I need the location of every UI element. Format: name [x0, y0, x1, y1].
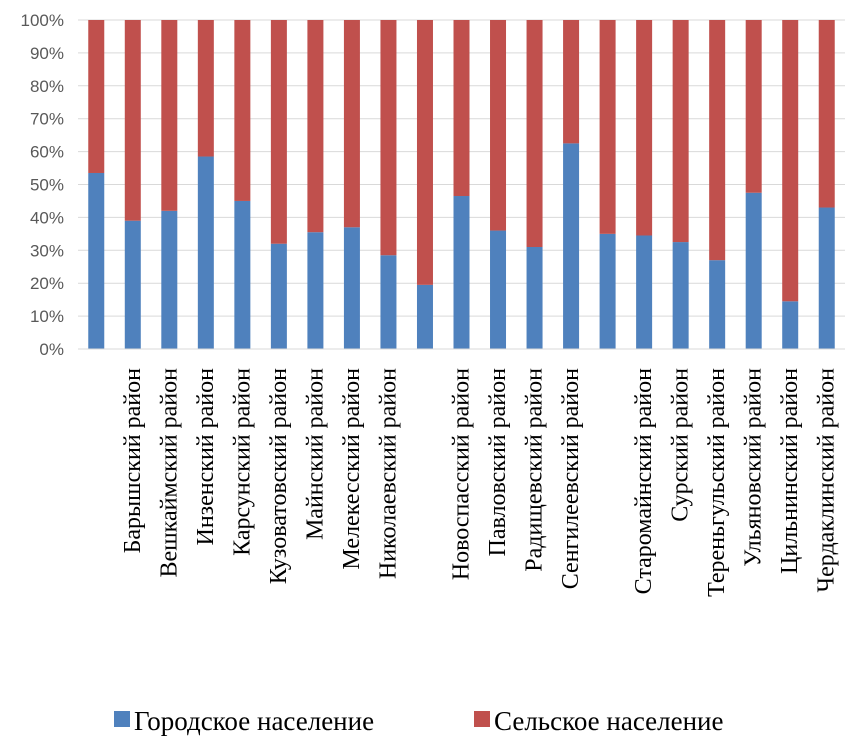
bar-rural-segment [563, 20, 580, 144]
bar-urban-segment [380, 255, 397, 349]
y-tick-label: 100% [21, 11, 64, 30]
bar-urban-segment [782, 301, 799, 349]
y-tick-label: 60% [30, 143, 64, 162]
bar-rural-segment [88, 20, 105, 173]
bar-urban-segment [161, 210, 178, 349]
x-tick-label: Павловский район [485, 368, 511, 557]
x-tick-label: Карсунский район [229, 368, 255, 556]
legend-label-urban: Городское население [134, 706, 374, 736]
x-tick-label: Кузоватовский район [266, 368, 292, 584]
bar-rural-segment [782, 20, 799, 302]
bar-rural-segment [124, 20, 141, 221]
x-tick-label: Николаевский район [375, 368, 401, 579]
x-tick-label: Радищевский район [522, 368, 548, 572]
bar-rural-segment [490, 20, 507, 231]
bar-urban-segment [270, 243, 287, 349]
bar-urban-segment [453, 196, 470, 349]
bar-rural-segment [672, 20, 689, 243]
bar-rural-segment [234, 20, 251, 201]
x-tick-label: Сурский район [668, 368, 694, 522]
x-tick-label: Сенгилеевский район [558, 368, 584, 589]
x-tick-label: Старомайнский район [631, 368, 657, 595]
x-tick-label: Майнский район [302, 368, 328, 540]
bar-urban-segment [636, 235, 653, 349]
y-tick-label: 20% [30, 274, 64, 293]
y-tick-label: 80% [30, 77, 64, 96]
x-tick-label: Новоспасский район [449, 368, 475, 580]
bar-urban-segment [818, 207, 835, 349]
y-tick-label: 40% [30, 208, 64, 227]
bar-urban-segment [307, 232, 324, 349]
bar-urban-segment [197, 156, 214, 349]
y-tick-label: 30% [30, 241, 64, 260]
bar-rural-segment [526, 20, 543, 248]
x-tick-label: Инзенский район [193, 368, 219, 546]
x-tick-label: Тереньгульский район [704, 368, 730, 597]
y-tick-label: 10% [30, 307, 64, 326]
bar-urban-segment [416, 284, 433, 349]
bar-rural-segment [380, 20, 397, 256]
legend-swatch-rural [474, 711, 490, 727]
x-tick-label: Мелекесский район [339, 368, 365, 570]
bar-rural-segment [599, 20, 616, 234]
bar-rural-segment [453, 20, 470, 197]
y-axis-ticks: 0% 10% 20% 30% 40% 50% 60% 70% 80% 90% 100% [21, 11, 64, 359]
bar-urban-segment [88, 172, 105, 349]
bar-urban-segment [490, 230, 507, 349]
x-tick-label: Чердаклинский район [814, 368, 840, 593]
x-tick-label: Вешкаймский район [156, 368, 182, 578]
x-tick-label: Ульяновский район [741, 368, 767, 567]
bar-rural-segment [818, 20, 835, 208]
x-tick-label: Цильнинский район [777, 368, 803, 574]
bar-urban-segment [343, 227, 360, 349]
bar-rural-segment [636, 20, 653, 236]
bar-rural-segment [307, 20, 324, 233]
x-tick-label: Барышский район [120, 368, 146, 554]
x-axis-ticks: Барышский район Вешкаймский район Инзенски… [120, 368, 840, 597]
bar-urban-segment [709, 260, 726, 349]
y-tick-label: 70% [30, 110, 64, 129]
bar-urban-segment [599, 233, 616, 349]
bar-urban-segment [234, 200, 251, 349]
bar-urban-segment [526, 247, 543, 349]
bar-urban-segment [745, 192, 762, 349]
legend-label-rural: Сельское население [494, 706, 723, 736]
bar-urban-segment [563, 143, 580, 349]
bar-rural-segment [270, 20, 287, 244]
bars [88, 20, 835, 349]
legend: Городское население Сельское население [114, 706, 723, 736]
bar-rural-segment [343, 20, 360, 228]
legend-swatch-urban [114, 711, 130, 727]
bar-urban-segment [672, 242, 689, 349]
y-tick-label: 90% [30, 44, 64, 63]
bar-rural-segment [161, 20, 178, 211]
bar-rural-segment [709, 20, 726, 261]
bar-urban-segment [124, 220, 141, 349]
y-tick-label: 50% [30, 176, 64, 195]
y-tick-label: 0% [39, 340, 64, 359]
bar-rural-segment [745, 20, 762, 193]
bar-rural-segment [416, 20, 433, 285]
bar-rural-segment [197, 20, 214, 157]
